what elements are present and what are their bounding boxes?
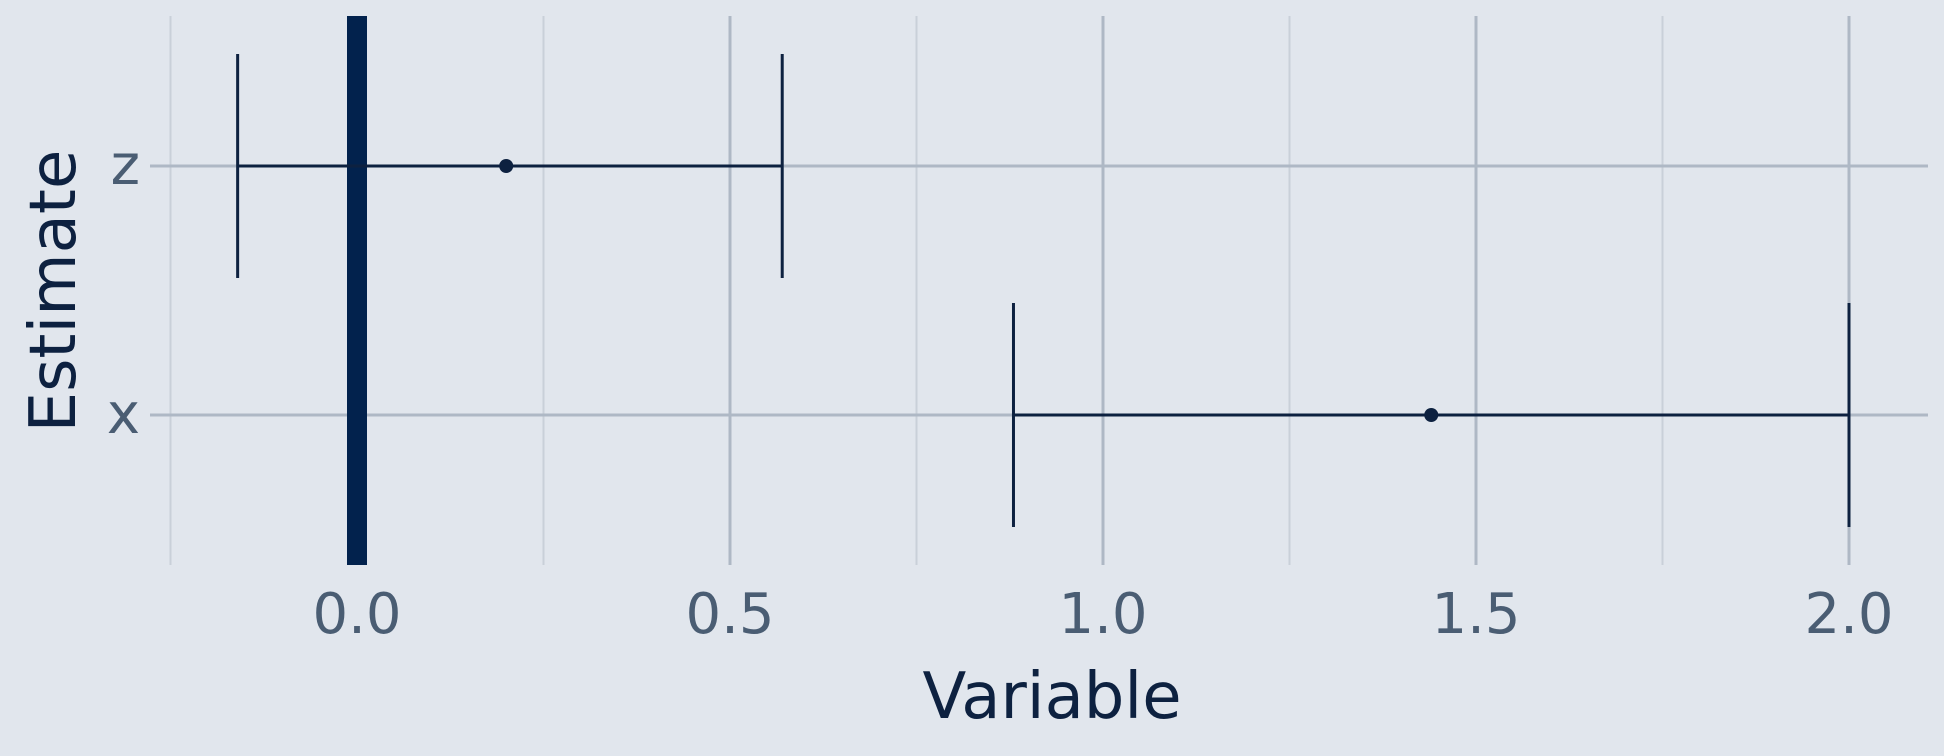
x-tick-labels: 0.0 0.5 1.0 1.5 2.0 [312, 582, 1893, 647]
x-tick-label: 1.0 [1058, 582, 1147, 647]
grid [150, 16, 1928, 565]
x-tick-label: 1.5 [1431, 582, 1520, 647]
y-tick-label-x: x [107, 382, 140, 447]
x-axis-title: Variable [922, 660, 1181, 734]
y-tick-label-z: z [111, 133, 140, 198]
reference-line-group [347, 16, 367, 565]
estimate-point-z [499, 159, 514, 173]
x-tick-label: 0.0 [312, 582, 401, 647]
y-tick-labels: xz [107, 133, 140, 447]
x-tick-label: 0.5 [685, 582, 774, 647]
errorbar-x [1011, 303, 1851, 527]
estimate-point-x [1424, 408, 1439, 422]
x-tick-label: 2.0 [1804, 582, 1893, 647]
errorbar-z [236, 54, 784, 278]
zero-reference-line [347, 16, 367, 565]
error-bars [236, 54, 1851, 527]
y-axis-title: Estimate [17, 150, 91, 433]
